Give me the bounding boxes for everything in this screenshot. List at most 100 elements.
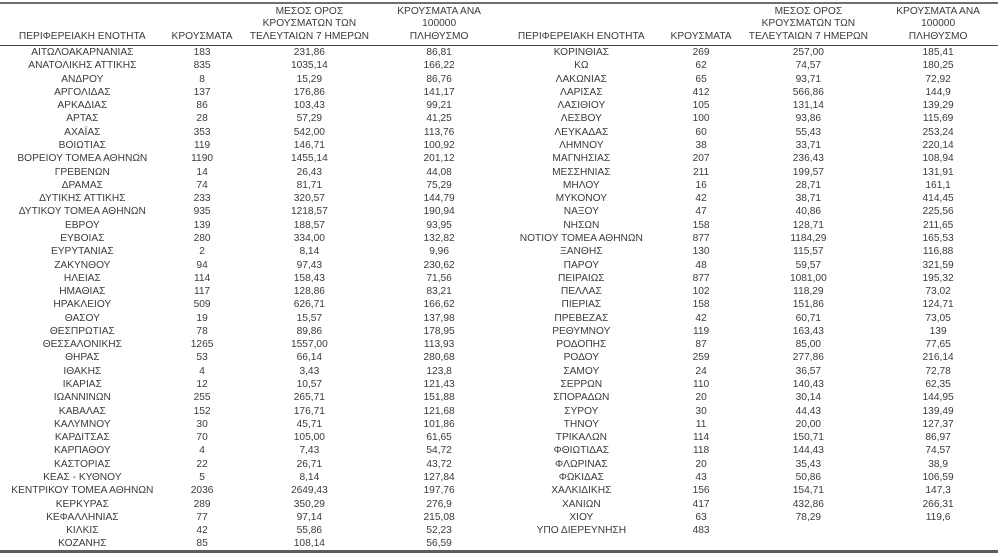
cases-cell: 105 [692,100,710,112]
cases-cell: 412 [692,86,710,98]
cases-cell: 30 [695,405,707,417]
region-name-cell: ΚΙΛΚΙΣ [66,525,99,537]
table-row: ΧΙΟΥ 63 78,29 119,6 [499,511,998,524]
table-row: ΙΚΑΡΙΑΣ 12 10,57 121,43 [0,378,499,391]
cases-cell: 353 [193,126,211,138]
cases-cell: 233 [193,193,211,205]
table-row: ΑΡΚΑΔΙΑΣ 86 103,43 99,21 [0,99,499,112]
avg-7day-cell: 257,00 [792,47,824,58]
per-100k-cell: 127,84 [423,472,455,483]
table-row: ΑΝΑΤΟΛΙΚΗΣ ΑΤΤΙΚΗΣ 835 1035,14 166,22 [0,59,499,72]
avg-7day-cell: 93,71 [795,73,822,85]
cases-cell: 30 [196,418,208,430]
avg-7day-cell: 26,71 [296,458,323,470]
regional-table-right: ΠΕΡΙΦΕΡΕΙΑΚΗ ΕΝΟΤΗΤΑ ΚΡΟΥΣΜΑΤΑ ΜΕΣΟΣ ΟΡΟ… [499,4,998,537]
cases-cell: 280 [193,232,211,244]
region-name-cell: ΒΟΡΕΙΟΥ ΤΟΜΕΑ ΑΘΗΝΩΝ [17,153,148,165]
region-name-cell: ΚΟΡΙΝΘΙΑΣ [553,47,609,58]
avg-7day-cell: 8,14 [299,472,320,483]
region-name-cell: ΓΡΕΒΕΝΩΝ [54,166,110,178]
table-row: ΝΟΤΙΟΥ ΤΟΜΕΑ ΑΘΗΝΩΝ 877 1184,29 165,53 [499,232,998,245]
cases-cell: 28 [196,113,208,125]
header-row: ΠΕΡΙΦΕΡΕΙΑΚΗ ΕΝΟΤΗΤΑ ΚΡΟΥΣΜΑΤΑ ΜΕΣΟΣ ΟΡΟ… [499,4,998,46]
avg-7day-cell: 231,86 [293,47,325,58]
col-header-per-100k-line1: ΚΡΟΥΣΜΑΤΑ ΑΝΑ 100000 [896,5,980,30]
per-100k-cell: 225,56 [922,206,954,218]
region-name-cell: ΤΡΙΚΑΛΩΝ [555,432,607,444]
left-table-header: ΠΕΡΙΦΕΡΕΙΑΚΗ ΕΝΟΤΗΤΑ ΚΡΟΥΣΜΑΤΑ ΜΕΣΟΣ ΟΡΟ… [0,4,499,46]
col-header-avg-7day-line1: ΜΕΣΟΣ ΟΡΟΣ [774,5,843,17]
avg-7day-cell: 38,71 [795,193,822,205]
region-name-cell: ΡΟΔΟΠΗΣ [556,339,607,351]
table-row: ΣΑΜΟΥ 24 36,57 72,78 [499,365,998,378]
per-100k-cell: 124,71 [922,299,954,311]
avg-7day-cell: 542,00 [293,126,325,138]
per-100k-cell: 180,25 [922,60,954,72]
cases-cell: 65 [695,73,707,85]
per-100k-cell: 123,8 [426,365,452,377]
cases-cell: 102 [692,286,710,298]
per-100k-cell: 216,14 [922,352,954,364]
per-100k-cell: 100,92 [423,139,455,151]
per-100k-cell: 119,6 [925,511,951,523]
cases-cell: 119 [193,139,211,151]
region-name-cell: ΔΥΤΙΚΟΥ ΤΟΜΕΑ ΑΘΗΝΩΝ [18,206,146,218]
table-row: ΔΥΤΙΚΗΣ ΑΤΤΙΚΗΣ 233 320,57 144,79 [0,192,499,205]
table-row: ΛΑΡΙΣΑΣ 412 566,86 144,9 [499,86,998,99]
region-name-cell: ΜΥΚΟΝΟΥ [555,193,608,205]
avg-7day-cell: 57,29 [296,113,323,125]
region-name-cell: ΑΡΓΟΛΙΔΑΣ [54,86,111,98]
avg-7day-cell: 320,57 [293,193,325,205]
cases-cell: 183 [193,47,211,58]
region-name-cell: ΣΠΟΡΑΔΩΝ [553,392,610,404]
table-row: ΚΟΡΙΝΘΙΑΣ 269 257,00 185,41 [499,46,998,60]
avg-7day-cell: 1455,14 [290,153,328,165]
table-row: ΦΛΩΡΙΝΑΣ 20 35,43 38,9 [499,458,998,471]
region-name-cell: ΝΟΤΙΟΥ ΤΟΜΕΑ ΑΘΗΝΩΝ [519,232,643,244]
region-name-cell: ΠΕΙΡΑΙΩΣ [558,272,605,284]
table-row: ΠΡΕΒΕΖΑΣ 42 60,71 73,05 [499,312,998,325]
cases-cell: 259 [692,352,710,364]
cases-cell: 20 [695,458,707,470]
table-row: ΞΑΝΘΗΣ 130 115,57 116,88 [499,245,998,258]
avg-7day-cell: 1557,00 [290,339,328,351]
avg-7day-cell [739,524,879,537]
cases-cell: 78 [196,325,208,337]
avg-7day-cell: 97,14 [296,511,323,523]
region-name-cell: ΧΑΛΚΙΔΙΚΗΣ [551,485,612,497]
table-row: ΒΟΙΩΤΙΑΣ 119 146,71 100,92 [0,139,499,152]
avg-7day-cell: 7,43 [299,445,320,457]
table-row: ΕΒΡΟΥ 139 188,57 93,95 [0,219,499,232]
per-100k-cell: 266,31 [922,498,954,510]
col-header-avg-7day: ΜΕΣΟΣ ΟΡΟΣ ΚΡΟΥΣΜΑΤΩΝ ΤΩΝ ΤΕΛΕΥΤΑΙΩΝ 7 Η… [239,4,380,46]
per-100k-cell: 280,68 [423,352,455,364]
per-100k-cell: 56,59 [426,538,452,550]
region-name-cell: ΚΑΛΥΜΝΟΥ [53,418,111,430]
per-100k-cell: 141,17 [423,86,455,98]
per-100k-cell: 77,65 [925,339,951,351]
cases-cell: 94 [196,259,208,271]
table-row: ΦΘΙΩΤΙΔΑΣ 118 144,43 74,57 [499,444,998,457]
cases-cell: 158 [692,219,710,231]
per-100k-cell: 99,21 [426,100,452,112]
col-header-avg-7day-line3: ΤΕΛΕΥΤΑΙΩΝ 7 ΗΜΕΡΩΝ [748,30,868,42]
per-100k-cell: 38,9 [928,458,949,470]
region-name-cell: ΣΑΜΟΥ [563,365,600,377]
region-name-cell: ΠΕΛΛΑΣ [560,286,602,298]
region-name-cell: ΙΘΑΚΗΣ [63,365,102,377]
cases-cell: 85 [196,538,208,550]
col-header-avg-7day-line2: ΚΡΟΥΣΜΑΤΩΝ ΤΩΝ [761,18,856,30]
avg-7day-cell: 151,86 [792,299,824,311]
avg-7day-cell: 66,14 [296,352,323,364]
avg-7day-cell: 59,57 [795,259,822,271]
table-row: ΥΠΟ ΔΙΕΡΕΥΝΗΣΗ 483 [499,524,998,537]
avg-7day-cell: 144,43 [792,445,824,457]
region-name-cell: ΕΥΡΥΤΑΝΙΑΣ [50,246,114,258]
col-header-avg-7day-line1: ΜΕΣΟΣ ΟΡΟΣ [275,5,344,17]
right-table-body: ΚΟΡΙΝΘΙΑΣ 269 257,00 185,41 ΚΩ 62 74,57 180,25 Λ… [499,46,998,538]
per-100k-cell: 166,22 [423,60,455,72]
per-100k-cell: 54,72 [426,445,452,457]
table-row: ΕΥΡΥΤΑΝΙΑΣ 2 8,14 9,96 [0,245,499,258]
cases-cell: 70 [196,432,208,444]
region-name-cell: ΚΕΦΑΛΛΗΝΙΑΣ [46,511,119,523]
